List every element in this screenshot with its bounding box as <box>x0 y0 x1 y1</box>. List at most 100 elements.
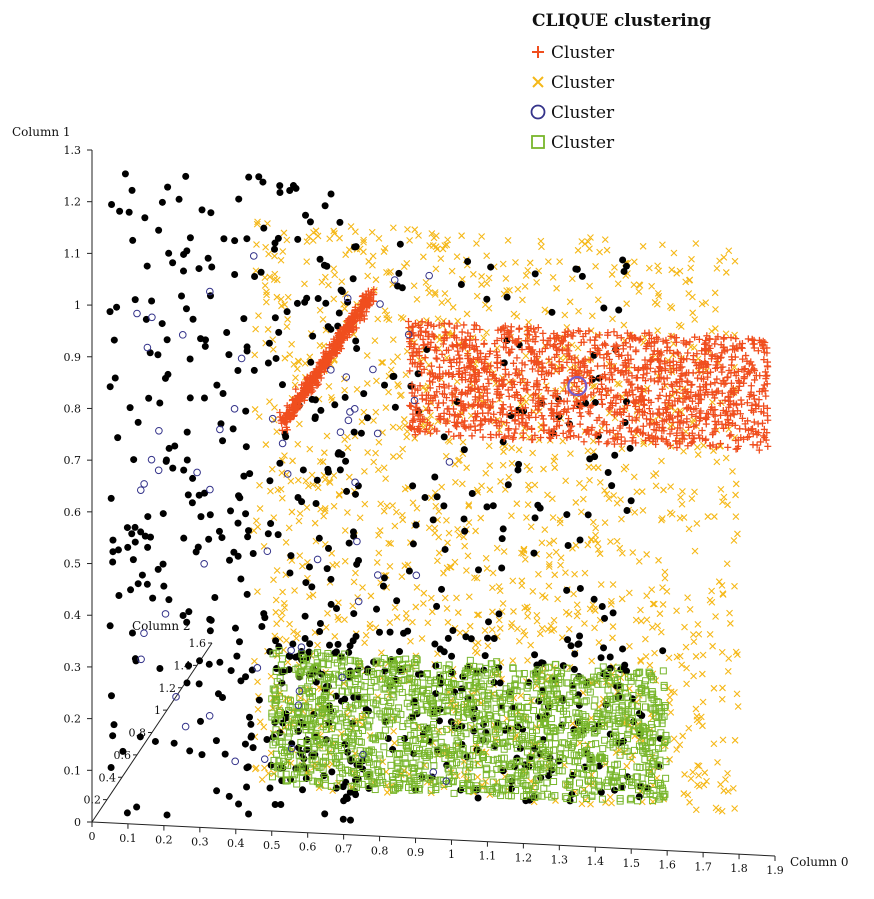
cluster-point <box>476 736 484 744</box>
cluster-point <box>474 384 482 392</box>
noise-point <box>189 474 197 482</box>
cluster-point <box>655 744 663 752</box>
cluster-point <box>486 486 494 494</box>
cluster-point <box>635 288 643 295</box>
noise-point <box>248 732 256 740</box>
cluster-point <box>447 755 455 763</box>
noise-point <box>620 267 628 275</box>
noise-point <box>421 493 429 501</box>
cluster-point <box>594 546 602 553</box>
cluster-point <box>719 591 727 598</box>
cluster-point <box>601 754 609 762</box>
noise-point <box>134 418 142 426</box>
cluster-point <box>335 492 343 499</box>
noise-point <box>221 750 229 758</box>
cluster-point <box>282 770 290 778</box>
noise-point <box>274 531 282 539</box>
cluster-point <box>666 693 674 701</box>
cluster-point <box>654 262 661 270</box>
noise-point <box>225 792 233 800</box>
cluster-point <box>730 537 738 544</box>
noise-point <box>255 173 263 181</box>
noise-point <box>271 314 279 322</box>
cluster-point <box>256 718 264 726</box>
cluster-point <box>738 400 746 408</box>
noise-point <box>163 336 171 344</box>
cluster-point <box>341 702 349 710</box>
cluster-point <box>291 406 299 414</box>
cluster-point <box>597 581 605 588</box>
noise-point <box>161 374 169 382</box>
cluster-point <box>399 445 407 453</box>
cluster-point <box>520 758 528 766</box>
cluster-point <box>562 569 569 577</box>
cluster-point <box>537 434 545 442</box>
cluster-point <box>498 787 506 795</box>
cluster-point <box>592 531 599 539</box>
cluster-point <box>280 229 288 237</box>
cluster-point <box>402 609 410 617</box>
cluster-point <box>626 716 634 724</box>
cluster-point <box>385 539 393 547</box>
cluster-point <box>319 759 327 767</box>
noise-point <box>123 524 131 532</box>
cluster-point <box>632 773 640 781</box>
cluster-point <box>685 423 693 431</box>
cluster-point <box>450 432 458 440</box>
noise-point <box>247 720 255 728</box>
y-tick-label: 0.5 <box>64 558 82 571</box>
cluster-point <box>694 762 701 769</box>
cluster-point <box>670 735 678 743</box>
noise-point <box>225 351 233 359</box>
cluster-point <box>255 312 262 319</box>
cluster-point <box>437 738 445 746</box>
cluster-point <box>529 449 537 457</box>
cluster-point <box>648 623 656 631</box>
cluster-point <box>333 561 341 568</box>
noise-point <box>441 545 449 553</box>
noise-point <box>258 622 266 630</box>
noise-point <box>158 320 166 328</box>
cluster-point <box>502 690 510 698</box>
cluster-point <box>468 402 476 410</box>
cluster-point <box>395 656 403 664</box>
cluster-point <box>494 739 502 747</box>
cluster-point <box>546 760 554 768</box>
noise-point <box>335 309 343 317</box>
cluster-point <box>537 677 545 685</box>
cluster-point <box>586 336 594 344</box>
cluster-point <box>661 357 669 365</box>
cluster-point <box>534 774 542 782</box>
cluster-point <box>653 333 661 341</box>
cluster-point <box>511 369 519 377</box>
noise-point <box>207 209 215 217</box>
noise-point <box>281 430 289 438</box>
cluster-point <box>551 679 559 687</box>
cluster-point <box>288 715 296 723</box>
cluster-point <box>634 797 642 805</box>
cluster-point <box>509 359 517 367</box>
cluster-point <box>291 381 299 389</box>
cluster-point <box>482 469 490 477</box>
cluster-point <box>541 344 549 352</box>
cluster-point <box>316 458 324 465</box>
cluster-point <box>609 315 616 323</box>
cluster-point <box>582 697 590 705</box>
cluster-point <box>655 356 663 364</box>
noise-point <box>212 737 220 745</box>
cluster-point <box>523 330 531 338</box>
cluster-point <box>729 467 736 475</box>
noise-point <box>259 178 267 186</box>
cluster-point <box>316 306 324 314</box>
cluster-point <box>254 523 262 531</box>
noise-point <box>107 763 115 771</box>
cluster-point <box>764 416 772 424</box>
cluster-point <box>464 552 472 560</box>
cluster-point <box>686 338 694 346</box>
cluster-point <box>460 533 468 541</box>
noise-point <box>324 323 332 331</box>
noise-point <box>316 255 324 263</box>
cluster-point <box>647 704 655 712</box>
cluster-point <box>524 606 532 614</box>
noise-point <box>498 564 506 572</box>
